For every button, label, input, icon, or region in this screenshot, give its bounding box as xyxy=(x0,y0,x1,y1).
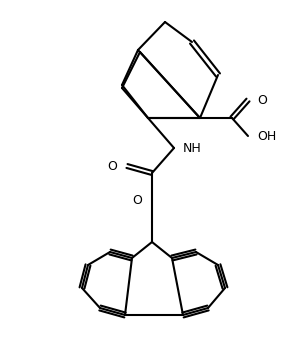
Text: O: O xyxy=(257,94,267,106)
Text: OH: OH xyxy=(257,130,276,142)
Text: NH: NH xyxy=(183,142,202,155)
Text: O: O xyxy=(107,159,117,172)
Text: O: O xyxy=(132,193,142,206)
